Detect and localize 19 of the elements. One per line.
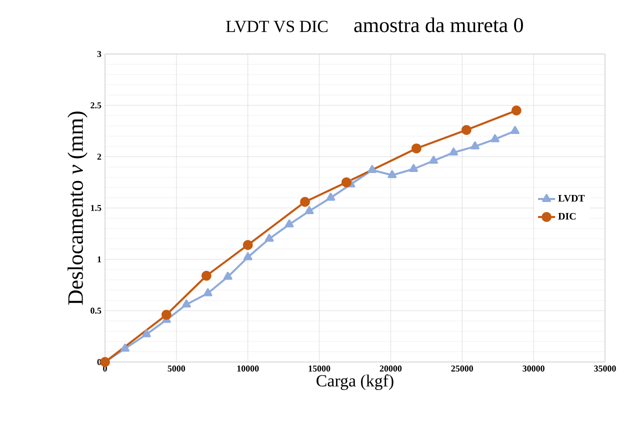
legend-label: LVDT [558,194,585,202]
y-tick-label: 1.5 [90,204,102,212]
legend-label: DIC [558,212,576,220]
y-tick-label: 2 [97,154,102,160]
y-tick-label: 1 [98,256,102,262]
x-tick-label: 35000 [594,366,616,372]
y-tick-label: 0.5 [90,308,102,314]
chart-subtitle: amostra da mureta 0 [354,17,523,32]
x-axis-title: Carga (kgf) [316,374,394,390]
x-tick-label: 30000 [522,366,544,372]
x-tick-label: 5000 [168,366,186,372]
x-tick-label: 15000 [308,366,330,372]
chart-title: LVDT VS DIC [226,20,328,32]
y-tick-label: 3 [97,50,102,58]
x-tick-label: 20000 [380,366,402,372]
y-axis-title: Deslocamento v (mm) [68,112,88,305]
x-tick-label: 10000 [237,366,259,372]
x-tick-label: 25000 [451,366,474,372]
y-tick-label: 2.5 [90,102,102,108]
